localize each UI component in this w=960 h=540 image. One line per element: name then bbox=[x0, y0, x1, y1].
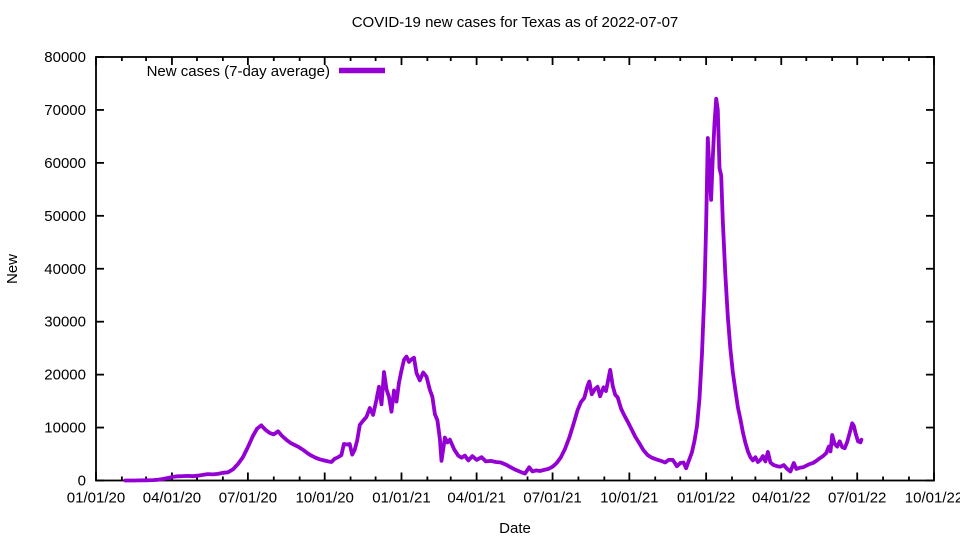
y-axis-title: New bbox=[4, 254, 21, 284]
x-tick-label: 10/01/21 bbox=[600, 490, 658, 507]
chart-title: COVID-19 new cases for Texas as of 2022-… bbox=[352, 14, 679, 31]
x-tick-label: 10/01/22 bbox=[905, 490, 960, 507]
y-tick-label: 20000 bbox=[44, 367, 86, 384]
y-tick-label: 10000 bbox=[44, 420, 86, 437]
x-tick-label: 07/01/21 bbox=[523, 490, 581, 507]
x-tick-label: 07/01/20 bbox=[219, 490, 277, 507]
y-tick-label: 70000 bbox=[44, 102, 86, 119]
x-tick-label: 04/01/22 bbox=[752, 490, 810, 507]
x-tick-label: 01/01/20 bbox=[67, 490, 125, 507]
series-layer bbox=[123, 96, 864, 483]
x-tick-label: 10/01/20 bbox=[296, 490, 354, 507]
y-tick-label: 60000 bbox=[44, 155, 86, 172]
x-axis-title: Date bbox=[499, 520, 531, 537]
x-tick-label: 01/01/22 bbox=[677, 490, 735, 507]
y-tick-label: 0 bbox=[78, 473, 86, 490]
x-tick-label: 07/01/22 bbox=[828, 490, 886, 507]
y-tick-label: 40000 bbox=[44, 261, 86, 278]
legend: New cases (7-day average) bbox=[147, 63, 385, 80]
y-tick-label: 30000 bbox=[44, 314, 86, 331]
x-tick-label: 01/01/21 bbox=[372, 490, 430, 507]
y-tick-label: 50000 bbox=[44, 208, 86, 225]
y-tick-label: 80000 bbox=[44, 49, 86, 66]
legend-label: New cases (7-day average) bbox=[147, 63, 330, 80]
series-line bbox=[123, 96, 864, 483]
axes-layer: 0 10000 20000 30000 40000 50000 60000 70000 8000… bbox=[44, 49, 960, 507]
x-tick-label: 04/01/21 bbox=[447, 490, 505, 507]
plot-border bbox=[95, 56, 935, 482]
x-tick-label: 04/01/20 bbox=[143, 490, 201, 507]
